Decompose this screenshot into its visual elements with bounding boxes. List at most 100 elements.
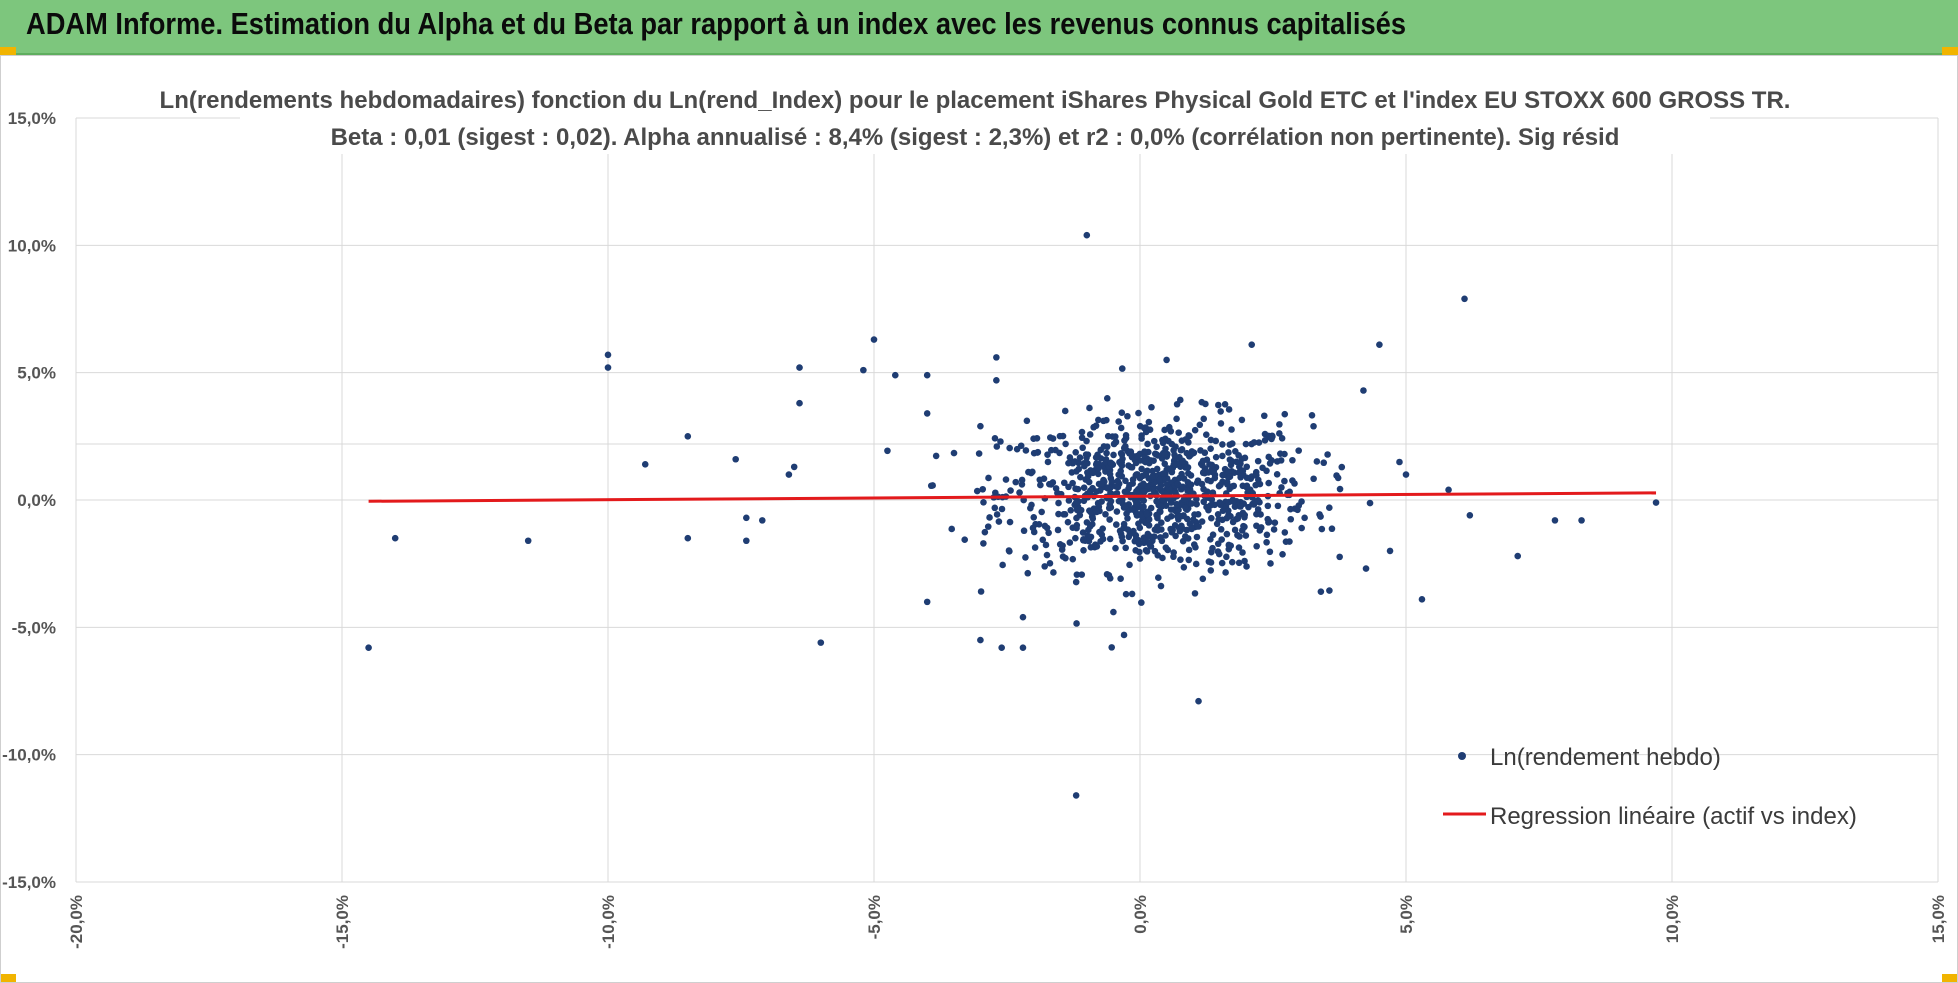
data-point: [1085, 478, 1093, 486]
data-point: [991, 435, 999, 442]
data-point: [1047, 446, 1055, 454]
data-point: [1136, 555, 1144, 562]
data-point: [1326, 504, 1333, 512]
data-point: [1173, 415, 1180, 423]
data-point: [1181, 533, 1189, 540]
data-point: [1135, 536, 1142, 544]
data-point: [1157, 502, 1165, 510]
data-point: [1228, 483, 1236, 490]
data-point: [1260, 412, 1268, 420]
data-point: [923, 598, 931, 606]
data-point: [1163, 481, 1171, 489]
data-point: [993, 511, 1001, 518]
data-point: [1136, 548, 1143, 556]
y-tick-label: 15,0%: [8, 109, 56, 128]
data-point: [1180, 475, 1188, 482]
data-point: [1193, 533, 1201, 541]
data-point: [1056, 541, 1064, 548]
data-point: [1155, 574, 1162, 582]
data-point: [980, 540, 987, 547]
data-point: [1242, 440, 1250, 448]
y-tick-label: 0,0%: [17, 491, 56, 510]
data-point: [993, 354, 1000, 361]
data-point: [1231, 503, 1239, 510]
data-point: [977, 422, 984, 430]
data-point: [1313, 458, 1321, 465]
data-point: [1218, 536, 1225, 543]
data-point: [1114, 477, 1121, 485]
data-point: [1200, 415, 1208, 423]
report-banner: ADAM Informe. Estimation du Alpha et du …: [0, 0, 1958, 55]
data-point: [1072, 499, 1080, 506]
data-point: [1158, 487, 1165, 495]
data-point: [1129, 476, 1137, 483]
data-point: [1201, 449, 1209, 457]
data-point: [1002, 476, 1010, 483]
data-point: [1264, 502, 1272, 510]
data-point: [1065, 497, 1073, 504]
data-point: [1228, 426, 1235, 433]
data-point: [1118, 409, 1126, 417]
data-point: [1222, 569, 1229, 576]
data-point: [1061, 407, 1069, 415]
data-point: [1128, 590, 1136, 598]
data-point: [1191, 426, 1199, 434]
data-point: [1113, 508, 1121, 515]
data-point: [1020, 527, 1028, 535]
data-point: [1073, 571, 1081, 578]
x-tick-label: 10,0%: [1663, 895, 1682, 943]
data-point: [1136, 422, 1144, 430]
data-point: [1276, 421, 1283, 428]
data-point: [1130, 527, 1137, 535]
data-point: [1266, 460, 1274, 467]
data-point: [1030, 449, 1038, 457]
data-point: [1207, 536, 1214, 543]
data-point: [1073, 514, 1080, 522]
data-point: [1196, 421, 1204, 429]
data-point: [1141, 448, 1148, 455]
data-point: [1145, 418, 1153, 426]
data-point: [1230, 469, 1238, 476]
data-point: [1234, 515, 1242, 522]
data-point: [1135, 520, 1142, 527]
data-point: [1235, 451, 1242, 459]
data-point: [979, 485, 987, 493]
data-point: [1182, 436, 1190, 443]
data-point: [1045, 529, 1052, 537]
data-point: [980, 498, 987, 506]
data-point: [1122, 431, 1130, 439]
data-point: [1217, 481, 1224, 489]
data-point: [891, 371, 899, 379]
data-point: [790, 463, 798, 471]
data-point: [1073, 506, 1081, 514]
chart-title-line1: Ln(rendements hebdomadaires) fonction du…: [160, 87, 1791, 114]
data-point: [1044, 458, 1052, 466]
data-point: [1106, 535, 1114, 543]
data-point: [1287, 515, 1295, 523]
data-point: [684, 534, 692, 542]
data-point: [1098, 498, 1105, 505]
data-point: [1195, 523, 1202, 530]
data-point: [1093, 488, 1100, 495]
data-point: [1213, 520, 1221, 528]
data-point: [1173, 500, 1180, 508]
x-tick-label: 5,0%: [1397, 895, 1416, 934]
data-point: [1158, 519, 1165, 526]
data-point: [1104, 432, 1112, 440]
data-point: [1278, 435, 1286, 442]
data-point: [997, 438, 1004, 445]
data-point: [1007, 487, 1014, 494]
data-point: [1223, 553, 1230, 561]
data-point: [1514, 552, 1522, 560]
data-point: [1235, 544, 1243, 551]
data-point: [1082, 451, 1090, 458]
data-point: [993, 443, 1001, 450]
data-point: [981, 528, 989, 536]
data-point: [1046, 560, 1054, 567]
data-point: [1106, 516, 1113, 523]
data-point: [1129, 506, 1136, 513]
data-point: [1089, 469, 1097, 477]
data-point: [932, 452, 940, 460]
data-point: [1058, 546, 1066, 553]
data-point: [1226, 441, 1234, 448]
